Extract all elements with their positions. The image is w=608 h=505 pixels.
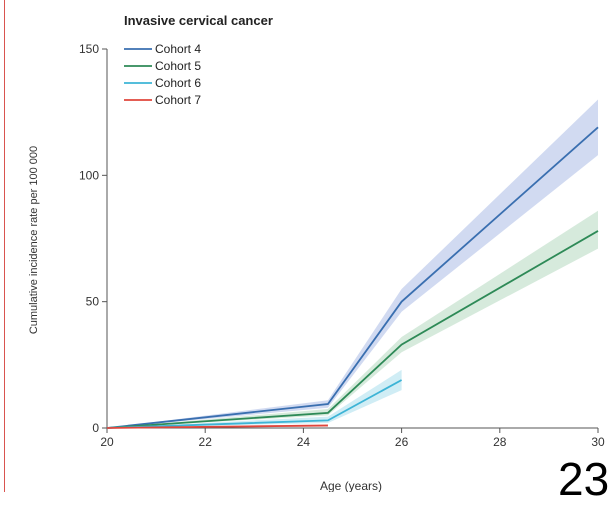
confidence-band-7	[107, 424, 328, 428]
legend-label: Cohort 6	[155, 76, 201, 90]
series-line-cohort-7	[106, 424, 328, 429]
x-tick-label: 26	[395, 435, 409, 449]
series-line-cohort-5	[106, 230, 599, 429]
page-edge-rule	[4, 0, 5, 492]
x-axis-label: Age (years)	[320, 479, 382, 492]
confidence-band-5	[107, 210, 598, 428]
y-tick-label: 100	[79, 168, 99, 182]
cumulative-incidence-chart: Invasive cervical cancer Cumulative inci…	[28, 13, 605, 492]
y-tick-label: 50	[86, 295, 100, 309]
series-line-cohort-4	[106, 126, 599, 429]
x-tick-label: 30	[591, 435, 605, 449]
x-tick-label: 20	[100, 435, 114, 449]
overlay-number: 23	[558, 453, 608, 505]
legend-label: Cohort 5	[155, 59, 201, 73]
chart-title: Invasive cervical cancer	[124, 13, 273, 28]
x-tick-label: 28	[493, 435, 507, 449]
y-axis-label: Cumulative incidence rate per 100 000	[28, 146, 40, 334]
legend-label: Cohort 4	[155, 42, 201, 56]
x-tick-label: 22	[199, 435, 213, 449]
x-tick-label: 24	[297, 435, 311, 449]
y-tick-label: 150	[79, 42, 99, 56]
series-line-cohort-6	[106, 379, 403, 429]
y-tick-label: 0	[92, 421, 99, 435]
legend-label: Cohort 7	[155, 93, 201, 107]
